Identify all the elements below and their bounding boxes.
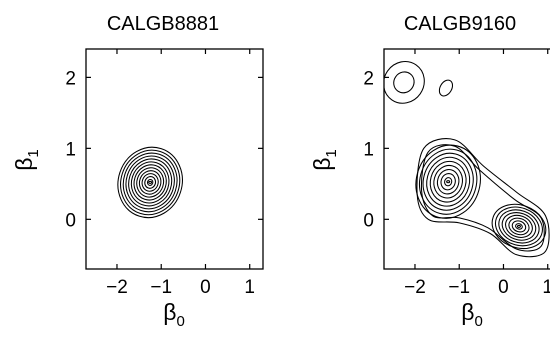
contour-lines: [117, 146, 183, 219]
contour-peak: [516, 224, 521, 228]
contour-line: [146, 178, 154, 186]
y-tick-label: 0: [363, 210, 374, 231]
y-axis-label: β1: [309, 149, 340, 171]
y-tick-label: 2: [363, 68, 374, 89]
contour-line: [117, 146, 183, 219]
contour-line: [438, 79, 454, 97]
panel-title: CALGB8881: [107, 13, 219, 35]
contour-line: [511, 220, 527, 233]
contour-line: [444, 177, 453, 187]
x-tick-label: −2: [106, 277, 128, 298]
plot-frame: [383, 48, 550, 270]
x-axis-label: β0: [461, 299, 483, 330]
contour-line: [393, 71, 415, 94]
contour-line: [498, 209, 540, 244]
contour-line: [436, 168, 460, 195]
contour-line: [133, 164, 167, 201]
x-tick-label: −2: [404, 277, 426, 298]
tick-labels: −2 −1 0 1 0 1 2: [65, 49, 263, 298]
panel-calgb8881: CALGB8881 −2 −1 0 1 0 1 2 β0 β1: [11, 13, 264, 330]
contour-peak: [446, 180, 451, 184]
contour-line: [508, 217, 530, 236]
x-tick-label: 0: [498, 277, 509, 298]
contour-line: [125, 155, 175, 210]
contour-line: [426, 156, 471, 207]
contour-line: [429, 160, 467, 203]
y-tick-label: 1: [363, 139, 374, 160]
x-tick-label: −1: [150, 277, 172, 298]
panel-calgb9160: CALGB9160 −2 −1 0 1 0 1 2 β0 β1: [309, 13, 550, 330]
y-axis-label: β1: [11, 149, 42, 171]
contour-line: [130, 161, 170, 204]
panel-title: CALGB9160: [404, 13, 516, 35]
x-axis-label: β0: [163, 299, 185, 330]
contour-line: [494, 206, 543, 247]
plot-frame: [85, 48, 264, 270]
contour-line: [501, 212, 537, 241]
tick-labels: −2 −1 0 1 0 1 2: [363, 49, 550, 298]
contour-line: [515, 223, 523, 230]
contour-line: [440, 173, 456, 191]
x-tick-label: 1: [542, 277, 550, 298]
contour-line: [136, 167, 165, 198]
contour-line: [122, 152, 178, 213]
contour-line: [418, 148, 478, 215]
contour-line: [120, 149, 181, 216]
contour-line: [138, 170, 162, 195]
contour-line: [128, 158, 173, 207]
contour-lines: [384, 60, 550, 258]
y-tick-label: 1: [65, 139, 76, 160]
contour-line: [420, 144, 545, 252]
x-tick-label: 1: [244, 277, 255, 298]
x-tick-label: 0: [200, 277, 211, 298]
contour-line: [384, 60, 425, 104]
contour-line: [141, 173, 159, 192]
y-tick-label: 2: [65, 68, 76, 89]
contour-peak: [148, 180, 153, 184]
contour-line: [422, 152, 474, 211]
x-tick-label: −1: [448, 277, 470, 298]
contour-line: [505, 214, 533, 238]
y-tick-label: 0: [65, 210, 76, 231]
contour-line: [144, 176, 157, 189]
contour-line: [433, 164, 464, 199]
contour-line: [416, 138, 550, 258]
